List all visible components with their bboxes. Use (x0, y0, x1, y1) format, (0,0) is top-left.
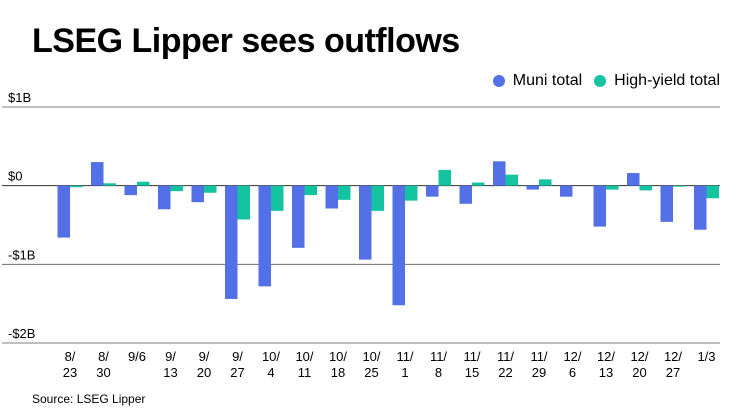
legend-item-high-yield: High-yield total (594, 72, 720, 90)
bar-high-yield-4 (204, 185, 217, 193)
x-tick-label: 1/3 (697, 349, 715, 364)
bar-high-yield-7 (304, 185, 317, 196)
bar-high-yield-13 (505, 174, 518, 186)
bar-muni-10 (392, 185, 405, 306)
y-tick-label: $1B (8, 90, 31, 105)
legend-label-muni: Muni total (512, 72, 583, 89)
bar-muni-18 (660, 185, 673, 222)
bar-high-yield-5 (237, 185, 250, 220)
bar-high-yield-16 (606, 185, 619, 190)
x-tick-label: 11/1 (396, 349, 413, 380)
bar-muni-16 (593, 185, 606, 227)
bar-high-yield-2 (137, 181, 150, 186)
x-tick-label: 9/27 (230, 349, 244, 380)
x-tick-label: 10/18 (329, 349, 347, 380)
x-tick-label: 11/8 (430, 349, 447, 380)
source-note: Source: LSEG Lipper (32, 392, 146, 406)
bar-muni-15 (560, 185, 573, 197)
bar-muni-13 (493, 161, 506, 186)
bar-high-yield-11 (438, 169, 451, 186)
bar-high-yield-8 (338, 185, 351, 200)
bar-muni-19 (694, 185, 707, 230)
bar-muni-0 (57, 185, 70, 238)
x-tick-label: 12/27 (664, 349, 682, 380)
bar-muni-4 (191, 185, 204, 203)
x-tick-label: 12/20 (630, 349, 648, 380)
bar-muni-1 (91, 162, 104, 186)
y-tick-label: $0 (8, 169, 22, 184)
bar-high-yield-1 (103, 183, 116, 186)
legend: Muni total High-yield total (481, 72, 720, 90)
bar-muni-3 (158, 185, 171, 210)
bar-high-yield-3 (170, 185, 183, 192)
bar-high-yield-12 (472, 182, 485, 186)
x-tick-label: 12/6 (563, 349, 581, 380)
y-tick-label: -$1B (8, 247, 35, 262)
bar-muni-8 (325, 185, 338, 209)
bar-high-yield-14 (539, 179, 552, 186)
bar-high-yield-0 (70, 185, 83, 188)
bar-muni-14 (526, 185, 539, 190)
x-tick-label: 8/23 (63, 349, 77, 380)
legend-marker-high-yield (594, 75, 607, 87)
bar-muni-7 (292, 185, 305, 248)
legend-item-muni: Muni total (492, 72, 583, 90)
bar-muni-17 (627, 173, 640, 186)
chart-title: LSEG Lipper sees outflows (32, 22, 460, 60)
x-tick-label: 10/4 (262, 349, 280, 380)
x-tick-label: 10/11 (295, 349, 313, 380)
y-tick-label: -$2B (8, 326, 35, 341)
bar-muni-5 (225, 185, 238, 299)
bar-high-yield-18 (673, 185, 686, 187)
x-tick-label: 9/6 (128, 349, 146, 364)
bar-high-yield-6 (271, 185, 284, 211)
bar-muni-6 (258, 185, 271, 287)
bar-high-yield-9 (371, 185, 384, 211)
x-tick-label: 11/22 (497, 349, 514, 380)
x-tick-label: 8/30 (96, 349, 110, 380)
bar-muni-2 (124, 185, 137, 196)
bar-muni-9 (359, 185, 372, 260)
bar-muni-12 (459, 185, 472, 204)
bar-high-yield-17 (639, 185, 652, 191)
legend-label-high-yield: High-yield total (614, 72, 720, 89)
x-tick-label: 9/20 (197, 349, 211, 380)
x-tick-label: 9/13 (163, 349, 177, 380)
bar-high-yield-19 (706, 185, 719, 199)
x-tick-label: 11/29 (530, 349, 547, 380)
bar-muni-11 (426, 185, 439, 197)
x-tick-label: 10/25 (362, 349, 380, 380)
x-tick-label: 11/15 (463, 349, 480, 380)
x-tick-label: 12/13 (597, 349, 615, 380)
bar-high-yield-10 (405, 185, 418, 201)
legend-marker-muni (492, 75, 505, 87)
